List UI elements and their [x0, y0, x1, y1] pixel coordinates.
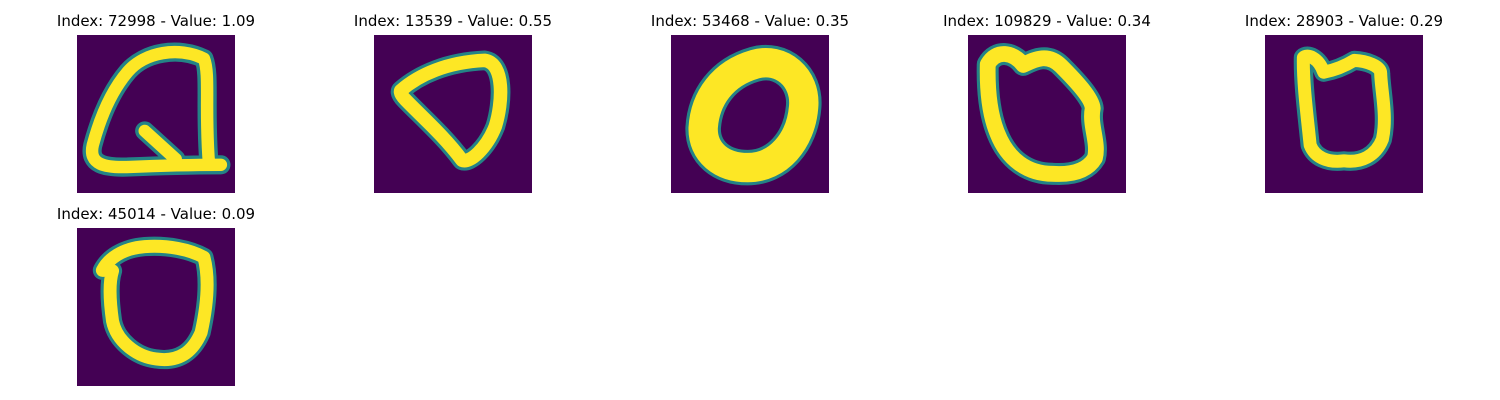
panel-title: Index: 28903 - Value: 0.29 [1244, 12, 1444, 30]
panel-title: Index: 45014 - Value: 0.09 [56, 205, 256, 223]
digit-image [671, 35, 829, 193]
digit-panel-4: Index: 109829 - Value: 0.34 [927, 11, 1167, 193]
panel-title: Index: 72998 - Value: 1.09 [56, 12, 256, 30]
digit-image [374, 35, 532, 193]
digit-panel-2: Index: 13539 - Value: 0.55 [333, 11, 573, 193]
digit-image [77, 35, 235, 193]
digit-panel-3: Index: 53468 - Value: 0.35 [630, 11, 870, 193]
digit-image [77, 228, 235, 386]
panel-title: Index: 13539 - Value: 0.55 [353, 12, 553, 30]
panel-title: Index: 109829 - Value: 0.34 [943, 12, 1151, 30]
digit-panel-6: Index: 45014 - Value: 0.09 [36, 204, 276, 386]
digit-image [1265, 35, 1423, 193]
digit-image [968, 35, 1126, 193]
digit-panel-1: Index: 72998 - Value: 1.09 [36, 11, 276, 193]
digit-panel-5: Index: 28903 - Value: 0.29 [1224, 11, 1464, 193]
panel-title: Index: 53468 - Value: 0.35 [650, 12, 850, 30]
